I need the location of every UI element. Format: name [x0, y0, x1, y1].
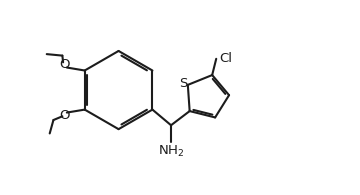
- Text: Cl: Cl: [219, 52, 232, 65]
- Text: O: O: [59, 109, 70, 122]
- Text: NH$_2$: NH$_2$: [158, 144, 184, 159]
- Text: S: S: [179, 77, 188, 90]
- Text: O: O: [59, 58, 70, 71]
